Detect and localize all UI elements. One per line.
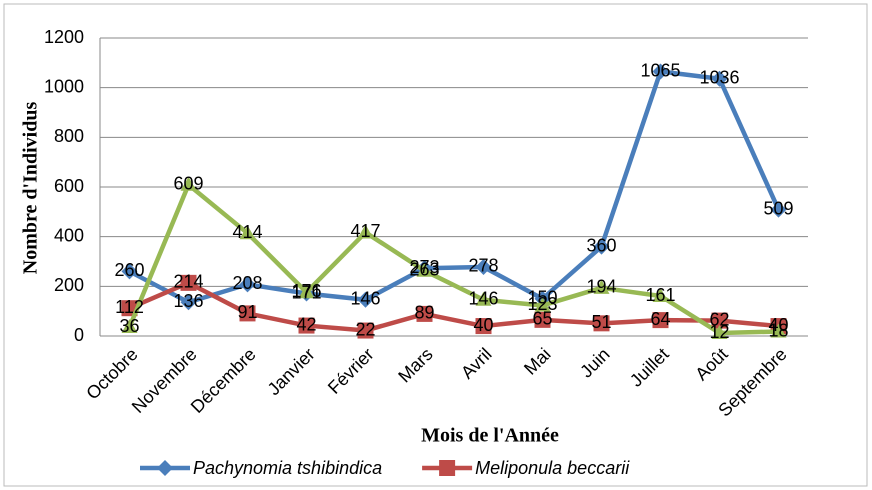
- data-label: 91: [237, 302, 257, 322]
- marker: [239, 305, 256, 322]
- y-tick-label: 1200: [44, 27, 84, 47]
- marker: [475, 291, 492, 306]
- x-tick-label: Octobre: [82, 344, 141, 403]
- data-label: 136: [173, 291, 203, 311]
- marker: [357, 291, 374, 308]
- series-line: [128, 69, 781, 305]
- data-label: 89: [414, 303, 434, 323]
- marker: [416, 305, 433, 322]
- marker: [239, 276, 256, 293]
- data-label: 51: [591, 312, 611, 332]
- data-label: 417: [350, 221, 380, 241]
- data-label: 64: [650, 309, 670, 329]
- x-tick-label: Mars: [394, 344, 436, 386]
- series-line: [128, 280, 779, 333]
- data-label: 273: [409, 257, 439, 277]
- x-tick-label: Février: [324, 344, 378, 398]
- data-label: 1065: [640, 60, 680, 80]
- marker: [180, 274, 197, 291]
- marker: [711, 70, 728, 87]
- frame: [3, 3, 868, 487]
- data-label: 146: [350, 288, 380, 308]
- marker: [180, 294, 197, 311]
- x-tick-label: Avril: [457, 344, 496, 383]
- series-line: [127, 182, 779, 336]
- y-axis-title: Nombre d'Individus: [20, 102, 42, 275]
- marker: [711, 312, 728, 329]
- marker: [770, 201, 787, 218]
- x-tick-label: Mai: [520, 344, 555, 379]
- data-label: 112: [115, 297, 144, 317]
- data-label: 278: [468, 256, 498, 276]
- marker: [534, 311, 551, 328]
- marker: [157, 460, 173, 476]
- y-tick-label: 400: [54, 225, 84, 245]
- legend-label: Pachynomia tshibindica: [193, 458, 382, 478]
- marker: [652, 288, 669, 303]
- data-label: 123: [527, 294, 557, 314]
- data-label: 360: [586, 235, 616, 255]
- data-label: 150: [527, 288, 557, 308]
- marker: [357, 322, 374, 339]
- data-label: 414: [232, 222, 262, 242]
- x-axis-title: Mois de l'Année: [421, 425, 559, 447]
- marker: [711, 325, 728, 340]
- data-label: 161: [645, 285, 675, 305]
- y-tick-label: 800: [54, 126, 84, 146]
- marker: [593, 238, 610, 255]
- marker: [121, 319, 138, 334]
- data-label: 12: [709, 322, 729, 342]
- data-label: 22: [355, 319, 375, 339]
- marker: [593, 315, 610, 332]
- data-label: 214: [173, 272, 203, 292]
- data-label: 176: [291, 281, 321, 301]
- marker: [298, 317, 315, 334]
- data-label: 194: [586, 277, 616, 297]
- marker: [534, 297, 551, 312]
- data-label: 65: [532, 309, 552, 329]
- data-label: 40: [768, 315, 788, 335]
- x-tick-label: Décembre: [187, 344, 260, 417]
- marker: [475, 258, 492, 275]
- data-label: 1036: [699, 67, 739, 87]
- x-tick-label: Juin: [576, 344, 613, 381]
- data-label: 263: [409, 259, 439, 279]
- data-label: 171: [291, 282, 321, 302]
- y-tick-label: 600: [54, 176, 84, 196]
- marker: [180, 176, 197, 191]
- marker: [475, 318, 492, 335]
- data-label: 40: [473, 315, 493, 335]
- x-tick-label: Août: [691, 344, 731, 384]
- data-label: 18: [768, 320, 788, 340]
- legend-label: Meliponula beccarii: [475, 458, 630, 478]
- marker: [593, 279, 610, 294]
- y-tick-label: 200: [54, 275, 84, 295]
- y-tick-label: 1000: [44, 76, 84, 96]
- data-label: 42: [296, 314, 316, 334]
- data-label: 260: [114, 260, 144, 280]
- marker: [357, 224, 374, 239]
- x-tick-label: Juillet: [626, 344, 673, 391]
- marker: [121, 263, 138, 280]
- data-label: 208: [232, 273, 262, 293]
- data-label: 509: [763, 198, 793, 218]
- marker: [770, 323, 787, 338]
- y-tick-label: 0: [74, 325, 84, 345]
- data-label: 36: [119, 316, 139, 336]
- marker: [652, 63, 669, 80]
- marker: [416, 262, 433, 277]
- marker: [652, 312, 669, 329]
- data-label: 609: [173, 174, 203, 194]
- marker: [298, 284, 315, 299]
- marker: [239, 225, 256, 240]
- data-label: 146: [468, 288, 498, 308]
- x-tick-label: Janvier: [264, 344, 319, 399]
- data-label: 62: [709, 309, 729, 329]
- marker: [439, 460, 456, 476]
